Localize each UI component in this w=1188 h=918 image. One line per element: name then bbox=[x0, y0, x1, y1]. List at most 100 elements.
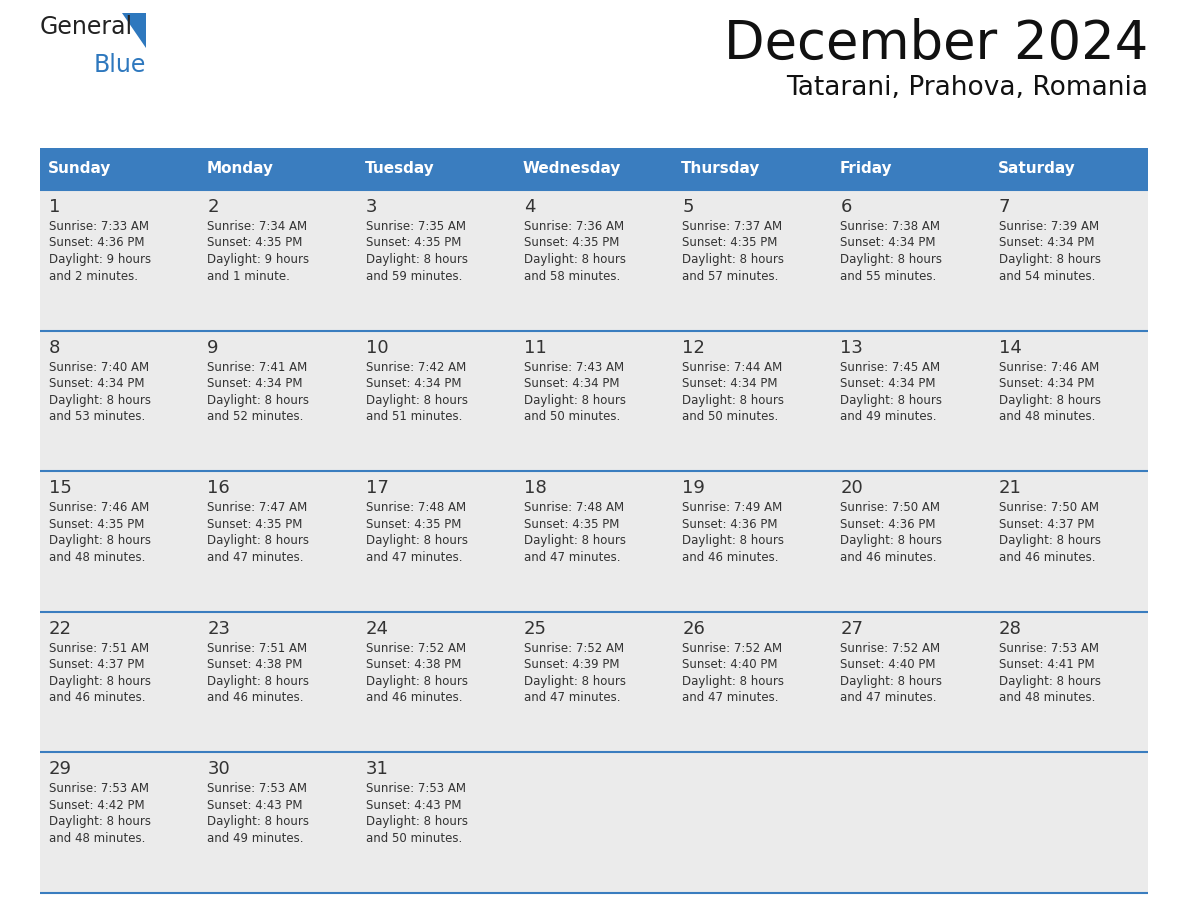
Text: and 1 minute.: and 1 minute. bbox=[207, 270, 290, 283]
Text: Sunset: 4:35 PM: Sunset: 4:35 PM bbox=[682, 237, 777, 250]
Text: Sunrise: 7:52 AM: Sunrise: 7:52 AM bbox=[682, 642, 782, 655]
Text: Sunset: 4:35 PM: Sunset: 4:35 PM bbox=[207, 518, 303, 531]
Bar bbox=[832, 471, 990, 611]
Text: and 47 minutes.: and 47 minutes. bbox=[207, 551, 304, 564]
Text: Sunrise: 7:39 AM: Sunrise: 7:39 AM bbox=[999, 220, 1099, 233]
Bar bbox=[832, 611, 990, 753]
Text: Sunset: 4:34 PM: Sunset: 4:34 PM bbox=[682, 377, 778, 390]
Text: Daylight: 8 hours: Daylight: 8 hours bbox=[207, 815, 309, 828]
Text: Daylight: 8 hours: Daylight: 8 hours bbox=[524, 253, 626, 266]
Text: Sunrise: 7:47 AM: Sunrise: 7:47 AM bbox=[207, 501, 308, 514]
Text: Daylight: 8 hours: Daylight: 8 hours bbox=[999, 534, 1101, 547]
Text: Sunrise: 7:33 AM: Sunrise: 7:33 AM bbox=[49, 220, 148, 233]
Text: Daylight: 8 hours: Daylight: 8 hours bbox=[524, 675, 626, 688]
Bar bbox=[674, 471, 832, 611]
Polygon shape bbox=[122, 13, 146, 48]
Text: Sunset: 4:35 PM: Sunset: 4:35 PM bbox=[524, 237, 619, 250]
Bar bbox=[40, 471, 198, 611]
Text: Sunset: 4:34 PM: Sunset: 4:34 PM bbox=[999, 237, 1094, 250]
Text: Sunrise: 7:51 AM: Sunrise: 7:51 AM bbox=[207, 642, 308, 655]
Bar bbox=[514, 148, 674, 190]
Text: and 48 minutes.: and 48 minutes. bbox=[49, 832, 145, 845]
Bar bbox=[198, 190, 356, 330]
Text: Sunrise: 7:53 AM: Sunrise: 7:53 AM bbox=[366, 782, 466, 795]
Text: 27: 27 bbox=[840, 620, 864, 638]
Bar bbox=[832, 753, 990, 893]
Text: and 2 minutes.: and 2 minutes. bbox=[49, 270, 138, 283]
Text: Sunset: 4:34 PM: Sunset: 4:34 PM bbox=[999, 377, 1094, 390]
Text: Sunrise: 7:53 AM: Sunrise: 7:53 AM bbox=[207, 782, 308, 795]
Text: Daylight: 8 hours: Daylight: 8 hours bbox=[366, 534, 468, 547]
Text: Sunset: 4:36 PM: Sunset: 4:36 PM bbox=[682, 518, 778, 531]
Text: Daylight: 8 hours: Daylight: 8 hours bbox=[999, 675, 1101, 688]
Text: Sunrise: 7:36 AM: Sunrise: 7:36 AM bbox=[524, 220, 624, 233]
Text: and 46 minutes.: and 46 minutes. bbox=[999, 551, 1095, 564]
Text: 19: 19 bbox=[682, 479, 704, 498]
Text: 25: 25 bbox=[524, 620, 546, 638]
Text: 7: 7 bbox=[999, 198, 1010, 216]
Bar bbox=[198, 148, 356, 190]
Text: and 47 minutes.: and 47 minutes. bbox=[524, 551, 620, 564]
Text: and 53 minutes.: and 53 minutes. bbox=[49, 410, 145, 423]
Bar bbox=[674, 753, 832, 893]
Text: General: General bbox=[40, 15, 133, 39]
Text: Sunrise: 7:50 AM: Sunrise: 7:50 AM bbox=[999, 501, 1099, 514]
Text: and 50 minutes.: and 50 minutes. bbox=[366, 832, 462, 845]
Text: Sunrise: 7:34 AM: Sunrise: 7:34 AM bbox=[207, 220, 308, 233]
Text: and 48 minutes.: and 48 minutes. bbox=[999, 410, 1095, 423]
Text: Sunset: 4:43 PM: Sunset: 4:43 PM bbox=[207, 799, 303, 812]
Bar bbox=[990, 148, 1148, 190]
Text: Sunset: 4:36 PM: Sunset: 4:36 PM bbox=[49, 237, 145, 250]
Text: Daylight: 9 hours: Daylight: 9 hours bbox=[49, 253, 151, 266]
Bar bbox=[514, 753, 674, 893]
Text: and 51 minutes.: and 51 minutes. bbox=[366, 410, 462, 423]
Text: Blue: Blue bbox=[94, 53, 146, 77]
Bar bbox=[40, 148, 198, 190]
Text: Sunrise: 7:45 AM: Sunrise: 7:45 AM bbox=[840, 361, 941, 374]
Text: Sunset: 4:37 PM: Sunset: 4:37 PM bbox=[999, 518, 1094, 531]
Text: Daylight: 8 hours: Daylight: 8 hours bbox=[49, 394, 151, 407]
Bar bbox=[356, 190, 514, 330]
Text: Sunrise: 7:48 AM: Sunrise: 7:48 AM bbox=[366, 501, 466, 514]
Text: Daylight: 8 hours: Daylight: 8 hours bbox=[366, 394, 468, 407]
Text: and 54 minutes.: and 54 minutes. bbox=[999, 270, 1095, 283]
Text: 6: 6 bbox=[840, 198, 852, 216]
Text: Sunrise: 7:53 AM: Sunrise: 7:53 AM bbox=[49, 782, 148, 795]
Text: Friday: Friday bbox=[840, 162, 892, 176]
Text: 31: 31 bbox=[366, 760, 388, 778]
Bar bbox=[356, 753, 514, 893]
Bar bbox=[990, 330, 1148, 471]
Text: and 47 minutes.: and 47 minutes. bbox=[524, 691, 620, 704]
Text: Sunset: 4:43 PM: Sunset: 4:43 PM bbox=[366, 799, 461, 812]
Text: 17: 17 bbox=[366, 479, 388, 498]
Bar bbox=[356, 330, 514, 471]
Text: and 57 minutes.: and 57 minutes. bbox=[682, 270, 778, 283]
Bar bbox=[514, 611, 674, 753]
Text: 28: 28 bbox=[999, 620, 1022, 638]
Text: Daylight: 8 hours: Daylight: 8 hours bbox=[524, 394, 626, 407]
Text: and 47 minutes.: and 47 minutes. bbox=[366, 551, 462, 564]
Text: 18: 18 bbox=[524, 479, 546, 498]
Text: 3: 3 bbox=[366, 198, 377, 216]
Text: Daylight: 8 hours: Daylight: 8 hours bbox=[366, 253, 468, 266]
Text: 21: 21 bbox=[999, 479, 1022, 498]
Text: 11: 11 bbox=[524, 339, 546, 356]
Bar bbox=[40, 611, 198, 753]
Text: Daylight: 8 hours: Daylight: 8 hours bbox=[524, 534, 626, 547]
Text: Daylight: 8 hours: Daylight: 8 hours bbox=[682, 534, 784, 547]
Text: and 55 minutes.: and 55 minutes. bbox=[840, 270, 936, 283]
Text: Daylight: 8 hours: Daylight: 8 hours bbox=[682, 253, 784, 266]
Text: Daylight: 8 hours: Daylight: 8 hours bbox=[682, 394, 784, 407]
Text: Sunset: 4:38 PM: Sunset: 4:38 PM bbox=[366, 658, 461, 671]
Text: and 47 minutes.: and 47 minutes. bbox=[682, 691, 778, 704]
Bar bbox=[832, 148, 990, 190]
Bar bbox=[990, 611, 1148, 753]
Text: Daylight: 8 hours: Daylight: 8 hours bbox=[366, 815, 468, 828]
Text: Daylight: 8 hours: Daylight: 8 hours bbox=[840, 394, 942, 407]
Text: Sunrise: 7:46 AM: Sunrise: 7:46 AM bbox=[999, 361, 1099, 374]
Bar bbox=[832, 330, 990, 471]
Bar bbox=[674, 148, 832, 190]
Text: Sunrise: 7:52 AM: Sunrise: 7:52 AM bbox=[840, 642, 941, 655]
Text: Sunset: 4:40 PM: Sunset: 4:40 PM bbox=[682, 658, 778, 671]
Text: Tuesday: Tuesday bbox=[365, 162, 435, 176]
